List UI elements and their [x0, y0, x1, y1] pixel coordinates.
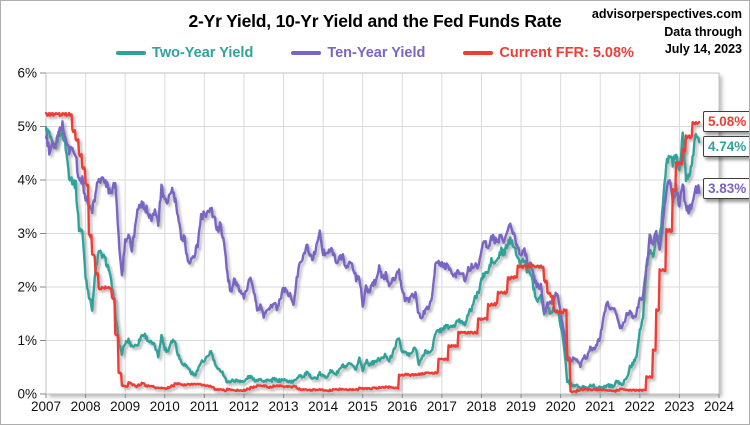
chart-legend: Two-Year Yield Ten-Year Yield Current FF… — [1, 45, 749, 61]
ffr-line-swatch — [463, 51, 494, 55]
svg-text:2008: 2008 — [71, 399, 101, 414]
two-year-end-value-label: 4.74% — [703, 136, 749, 158]
legend-item-ffr: Current FFR: 5.08% — [463, 45, 634, 61]
svg-text:2007: 2007 — [31, 399, 61, 414]
data-through-label: Data through — [664, 24, 742, 39]
svg-text:2017: 2017 — [427, 399, 457, 414]
legend-item-ten-year: Ten-Year Yield — [291, 45, 425, 61]
svg-text:2019: 2019 — [506, 399, 536, 414]
ten-year-line-swatch — [291, 51, 322, 55]
legend-item-two-year: Two-Year Yield — [116, 45, 253, 61]
svg-text:2014: 2014 — [308, 399, 339, 414]
svg-text:2011: 2011 — [190, 399, 219, 414]
source-block: advisorperspectives.com Data through Jul… — [592, 6, 742, 59]
svg-text:2024: 2024 — [704, 399, 735, 414]
data-through-date: July 14, 2023 — [664, 42, 742, 56]
svg-text:2015: 2015 — [348, 399, 378, 414]
ffr-end-value-label: 5.08% — [703, 111, 749, 133]
legend-label: Ten-Year Yield — [327, 45, 426, 61]
svg-text:1%: 1% — [17, 333, 37, 348]
svg-text:2023: 2023 — [664, 399, 694, 414]
svg-text:2018: 2018 — [466, 399, 496, 414]
svg-text:2009: 2009 — [110, 399, 140, 414]
two-year-line-swatch — [116, 51, 147, 55]
svg-text:2020: 2020 — [546, 399, 576, 414]
svg-text:2013: 2013 — [269, 399, 299, 414]
svg-text:2010: 2010 — [150, 399, 180, 414]
svg-text:3%: 3% — [17, 226, 37, 241]
source-site: advisorperspectives.com — [591, 7, 742, 21]
svg-text:2012: 2012 — [229, 399, 259, 414]
svg-text:2016: 2016 — [387, 399, 417, 414]
svg-text:4%: 4% — [17, 173, 37, 188]
ten-year-end-value-label: 3.83% — [703, 178, 749, 200]
page-title: 2-Yr Yield, 10-Yr Yield and the Fed Fund… — [188, 11, 562, 31]
svg-text:2%: 2% — [17, 280, 37, 295]
svg-text:2022: 2022 — [625, 399, 655, 414]
svg-text:5%: 5% — [17, 119, 37, 134]
svg-text:2021: 2021 — [585, 399, 615, 414]
legend-label: Two-Year Yield — [152, 45, 254, 61]
legend-label: Current FFR: 5.08% — [499, 45, 634, 61]
svg-text:6%: 6% — [17, 66, 37, 81]
svg-text:0%: 0% — [17, 387, 37, 402]
